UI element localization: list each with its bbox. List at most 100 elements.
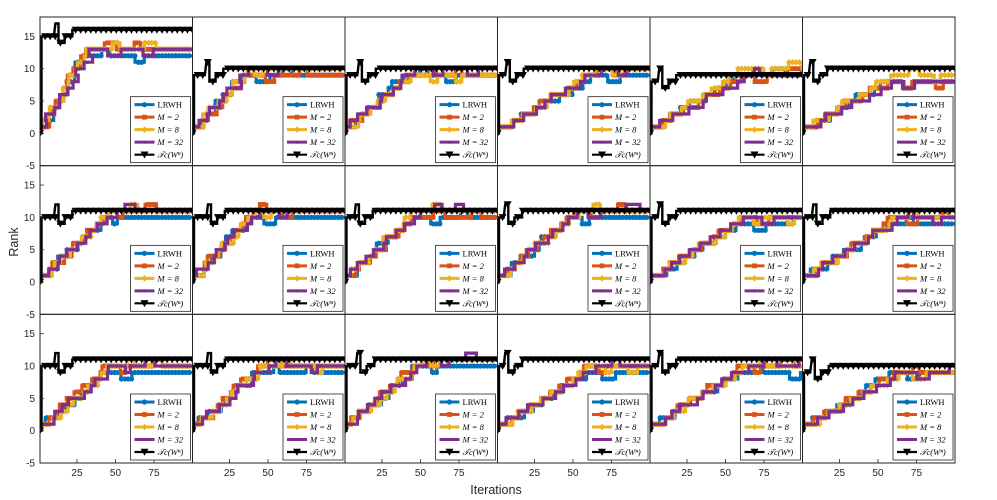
series-marker [493, 65, 498, 73]
series-marker [359, 118, 365, 123]
series-marker [488, 356, 497, 364]
series-marker [763, 222, 767, 226]
series-marker [264, 356, 273, 364]
series-marker [722, 71, 731, 79]
series-marker [508, 220, 517, 228]
series-marker [91, 26, 100, 34]
legend-label: M = 2 [462, 112, 485, 122]
series-marker [884, 362, 893, 370]
series-marker [882, 228, 886, 232]
x-tick-label: 25 [834, 468, 846, 479]
series-marker [902, 370, 906, 375]
legend-marker [446, 250, 453, 256]
series-marker [811, 125, 815, 129]
series-marker [352, 273, 358, 278]
series-marker [302, 364, 306, 368]
series-marker [201, 118, 205, 123]
legend-marker [751, 399, 758, 405]
legend-marker [750, 448, 759, 456]
series-marker [472, 73, 476, 77]
series-marker [790, 215, 794, 219]
series-marker [402, 207, 410, 215]
series-marker [778, 356, 787, 364]
legend-item: M = 8 [744, 125, 790, 135]
y-tick-label: 5 [29, 394, 35, 405]
legend-label: M = 8 [919, 125, 942, 135]
legend-item: LRWH [592, 248, 640, 258]
series-marker [112, 356, 121, 364]
series-marker [786, 369, 792, 376]
series-marker [322, 72, 328, 78]
series-marker [330, 356, 339, 364]
series-marker [478, 356, 487, 364]
plot-area [650, 201, 803, 286]
legend-label: 𝒯c(Wⁿ) [463, 150, 489, 160]
series-marker [170, 47, 174, 51]
series-marker [788, 356, 797, 364]
series-marker [335, 65, 344, 73]
series-marker [402, 65, 410, 73]
series-marker [523, 409, 527, 413]
series-marker [756, 215, 761, 219]
series-marker [57, 414, 64, 422]
series-marker [702, 99, 706, 103]
series-marker [542, 234, 548, 240]
series-marker [325, 207, 334, 215]
x-tick-label: 25 [71, 468, 83, 479]
series-marker [509, 416, 513, 420]
series-marker [204, 118, 208, 123]
series-marker [371, 207, 380, 215]
series-marker [427, 214, 433, 220]
legend-item: M = 8 [897, 125, 942, 135]
series-marker [81, 26, 90, 34]
legend-label: M = 8 [767, 273, 790, 283]
series-marker [523, 112, 527, 116]
series-marker [432, 207, 441, 215]
series-marker [787, 215, 791, 219]
series-marker [668, 267, 672, 271]
legend-label: M = 8 [767, 422, 790, 432]
series-marker [529, 403, 533, 407]
series-marker [543, 396, 547, 400]
legend-label: M = 8 [462, 273, 485, 283]
series-marker [630, 207, 639, 215]
series-marker [457, 207, 466, 215]
legend-item: LRWH [897, 248, 945, 258]
series-marker [753, 215, 757, 219]
series-marker [76, 207, 85, 215]
series-marker [736, 222, 740, 226]
series-marker [529, 356, 538, 364]
plot-area [345, 201, 498, 286]
series-marker [620, 65, 629, 73]
series-marker [605, 207, 614, 215]
legend-marker [142, 289, 147, 293]
series-marker [665, 118, 669, 123]
series-marker [319, 364, 323, 368]
series-marker [245, 228, 249, 232]
series-marker [615, 356, 624, 364]
series-marker [930, 65, 939, 73]
legend-marker [142, 140, 147, 144]
series-marker [145, 362, 152, 370]
series-marker [257, 71, 264, 79]
series-marker [928, 71, 935, 79]
series-marker [661, 273, 666, 278]
series-marker [271, 221, 277, 227]
series-marker [539, 356, 548, 364]
series-marker [290, 207, 299, 215]
series-marker [407, 207, 416, 215]
series-marker [672, 261, 676, 265]
legend-item: M = 8 [287, 273, 332, 283]
series-marker [335, 207, 344, 215]
series-marker [793, 207, 802, 215]
series-marker [630, 369, 637, 376]
series-marker [638, 364, 642, 368]
series-marker [802, 427, 807, 435]
series-marker [930, 362, 939, 370]
series-marker [844, 362, 853, 370]
plot-area [802, 356, 955, 435]
legend-label: M = 2 [614, 112, 637, 122]
series-marker [132, 356, 141, 364]
series-marker [624, 73, 628, 77]
